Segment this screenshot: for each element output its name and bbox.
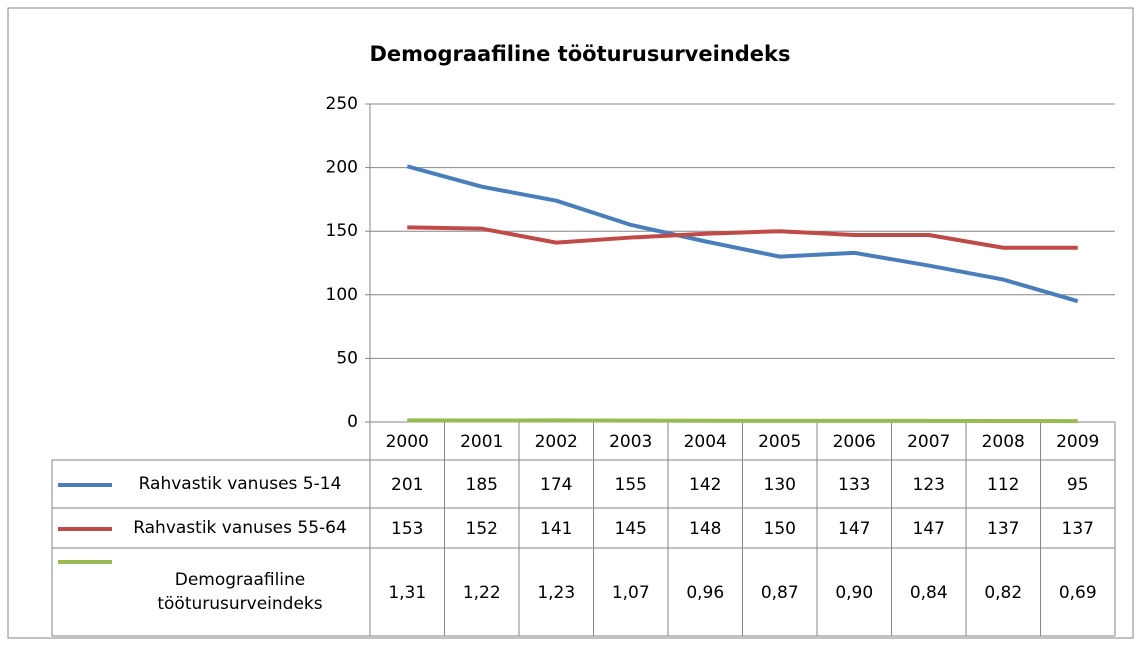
table-value: 1,31 <box>388 583 426 603</box>
table-value: 0,82 <box>984 583 1022 603</box>
x-tick-label: 2008 <box>982 432 1025 452</box>
table-value: 155 <box>615 475 647 495</box>
x-tick-label: 2006 <box>833 432 876 452</box>
table-value: 148 <box>689 519 721 539</box>
y-tick-label: 100 <box>326 285 358 305</box>
table-value: 130 <box>764 475 796 495</box>
chart-frame <box>7 7 1134 639</box>
table-value: 0,69 <box>1059 583 1097 603</box>
x-tick-label: 2002 <box>535 432 578 452</box>
legend-label-box: Rahvastik vanuses 5-14 <box>138 474 342 494</box>
y-tick-label: 250 <box>326 94 358 114</box>
legend-label: Demograafiline tööturusurveindeks <box>157 570 323 614</box>
legend-label-box: Demograafiline tööturusurveindeks <box>157 570 323 614</box>
x-tick-label: 2007 <box>907 432 950 452</box>
series-line <box>407 418 1078 424</box>
table-value: 0,84 <box>910 583 948 603</box>
table-value: 185 <box>466 475 498 495</box>
table-value: 0,96 <box>686 583 724 603</box>
table-value: 153 <box>391 519 423 539</box>
table-value: 1,07 <box>612 583 650 603</box>
legend-label: Rahvastik vanuses 5-14 <box>138 474 342 494</box>
table-value: 150 <box>764 519 796 539</box>
table-value: 123 <box>913 475 945 495</box>
table-value: 152 <box>466 519 498 539</box>
table-value: 137 <box>1062 519 1094 539</box>
x-tick-label: 2003 <box>609 432 652 452</box>
legend-label: Rahvastik vanuses 55-64 <box>133 518 347 538</box>
x-tick-label: 2001 <box>460 432 503 452</box>
table-value: 145 <box>615 519 647 539</box>
table-value: 147 <box>838 519 870 539</box>
x-tick-label: 2005 <box>758 432 801 452</box>
table-value: 142 <box>689 475 721 495</box>
y-tick-label: 50 <box>336 348 358 368</box>
x-tick-label: 2004 <box>684 432 727 452</box>
x-tick-label: 2009 <box>1056 432 1099 452</box>
y-tick-label: 200 <box>326 158 358 178</box>
table-value: 1,23 <box>537 583 575 603</box>
table-value: 141 <box>540 519 572 539</box>
table-value: 0,90 <box>835 583 873 603</box>
table-value: 95 <box>1067 475 1089 495</box>
series-line <box>406 164 1079 304</box>
table-value: 201 <box>391 475 423 495</box>
legend-label-box: Rahvastik vanuses 55-64 <box>133 518 347 538</box>
table-value: 133 <box>838 475 870 495</box>
table-value: 112 <box>987 475 1019 495</box>
table-value: 1,22 <box>463 583 501 603</box>
chart-title: Demograafiline tööturusurveindeks <box>370 42 791 66</box>
y-tick-label: 150 <box>326 221 358 241</box>
table-value: 0,87 <box>761 583 799 603</box>
y-tick-label: 0 <box>347 412 358 432</box>
table-value: 137 <box>987 519 1019 539</box>
table-value: 174 <box>540 475 572 495</box>
series-line <box>407 225 1078 250</box>
x-tick-label: 2000 <box>386 432 429 452</box>
table-value: 147 <box>913 519 945 539</box>
